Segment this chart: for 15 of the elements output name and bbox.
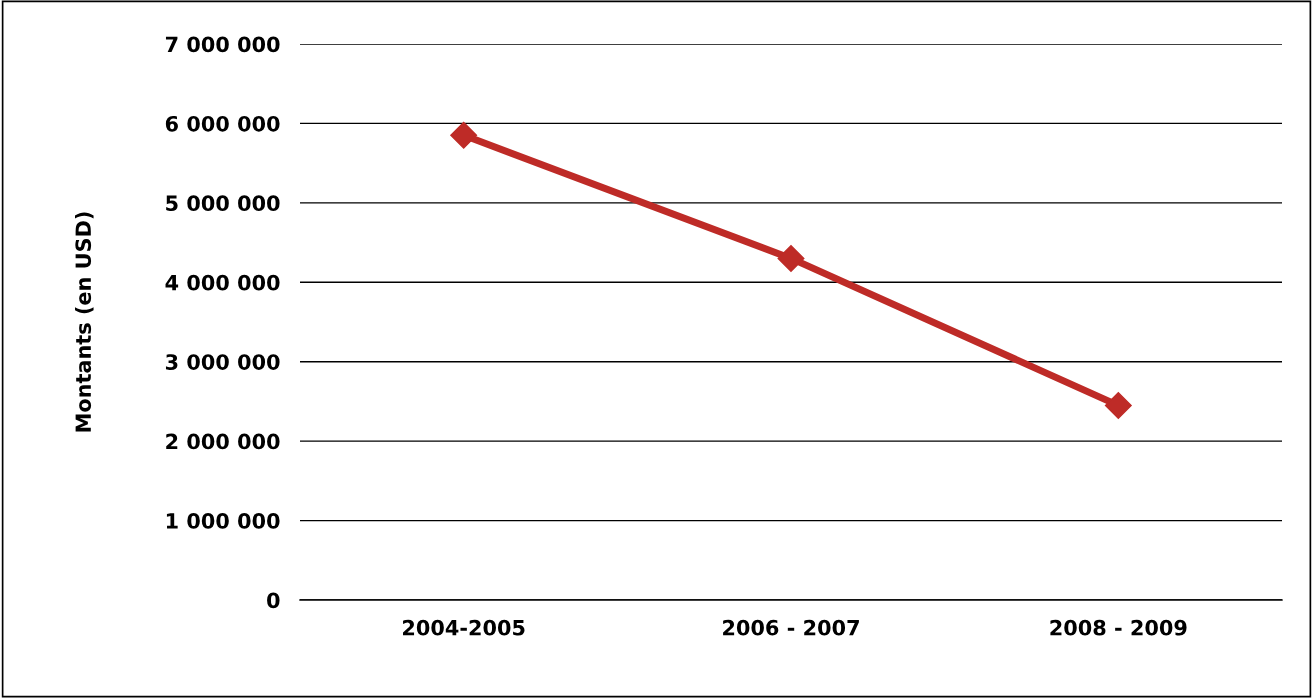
x-tick-label: 2004-2005	[403, 619, 525, 636]
point	[450, 121, 478, 149]
x-tick-label: 2008 - 2009	[1050, 619, 1187, 636]
y-tick-label: 6 000 000	[165, 115, 280, 132]
x-tick-label: 2006 - 2007	[723, 619, 859, 636]
y-tick-label: 1 000 000	[166, 513, 280, 529]
y-tick-label: 2 000 000	[166, 433, 280, 450]
y-tick-label: 7 000 000	[165, 36, 280, 53]
y-tick-label: 0	[267, 592, 280, 609]
y-tick-label: 3 000 000	[165, 354, 280, 370]
y-tick-label: 4 000 000	[165, 274, 280, 291]
y-axis-title: Montants (en USD)	[75, 212, 94, 432]
point	[777, 244, 805, 272]
y-tick-label: 5 000 000	[166, 195, 280, 212]
point	[1104, 391, 1132, 419]
